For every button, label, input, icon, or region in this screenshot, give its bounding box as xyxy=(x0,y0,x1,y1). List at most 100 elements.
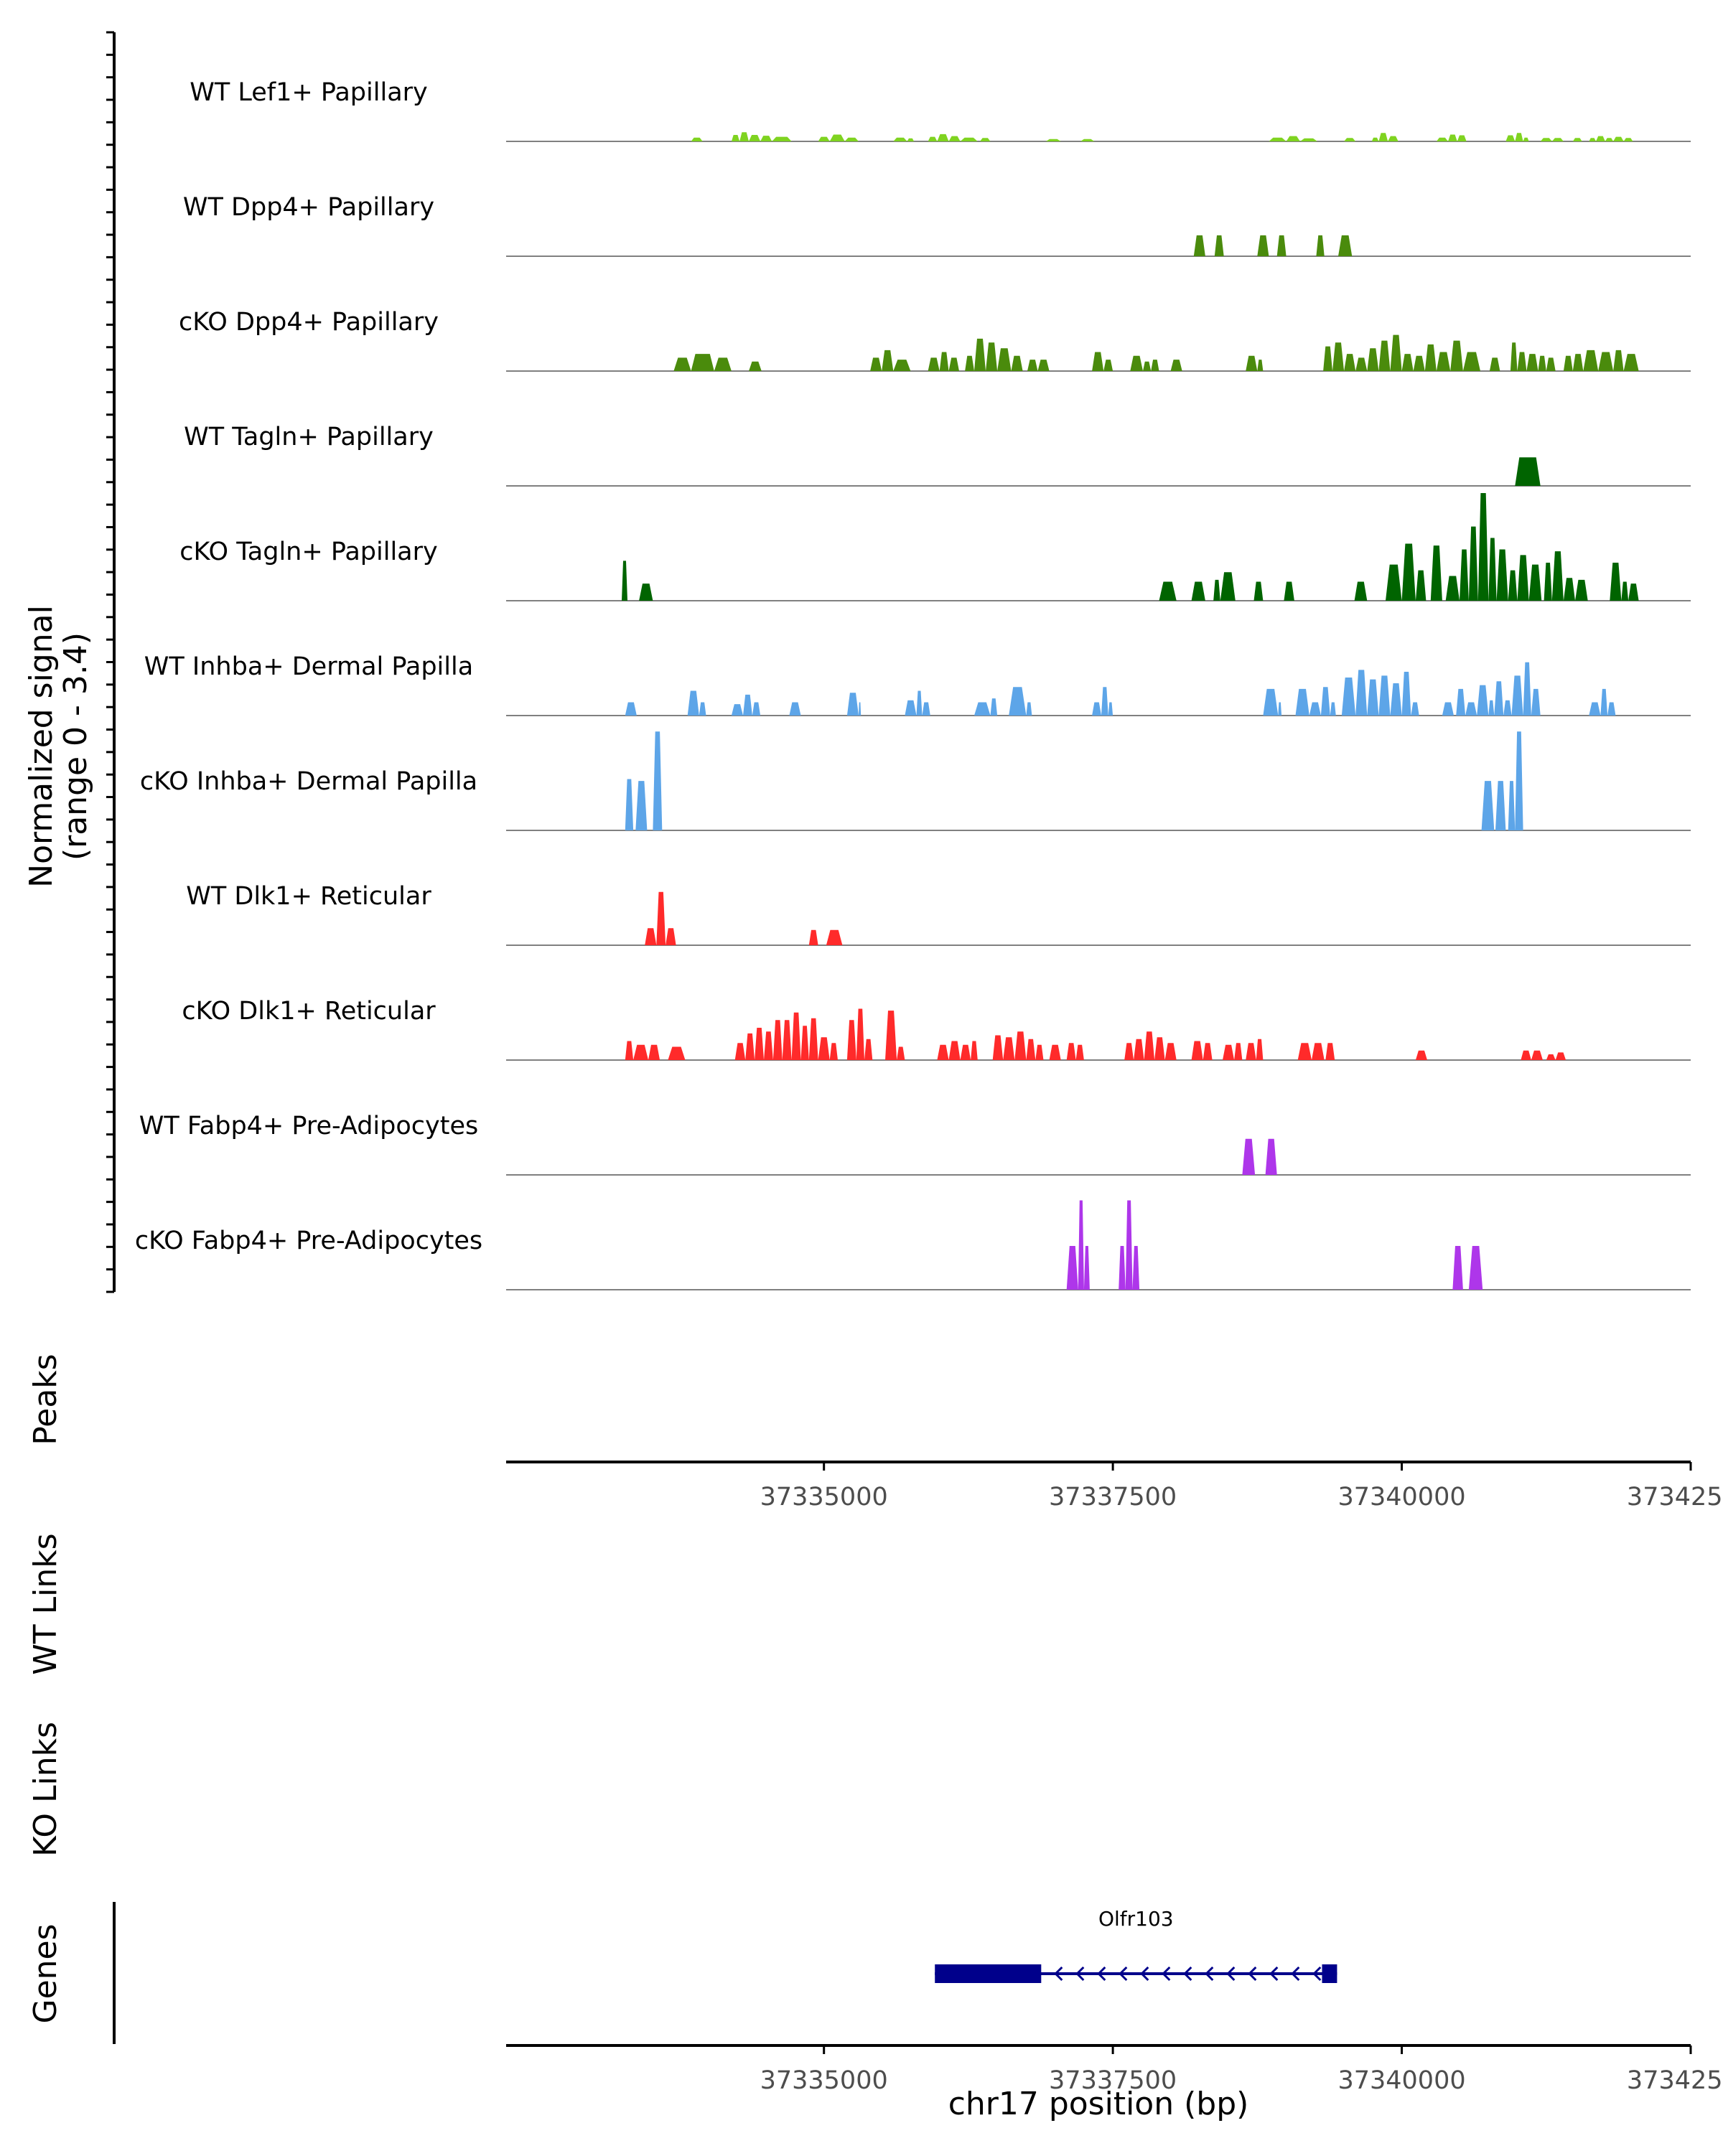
track-label: WT Fabp4+ Pre-Adipocytes xyxy=(139,1112,478,1140)
signal-peak xyxy=(948,357,959,371)
signal-peak xyxy=(1563,578,1575,601)
signal-peak xyxy=(818,136,830,141)
signal-peak xyxy=(1103,360,1113,371)
strand-arrow xyxy=(1054,1966,1063,1982)
signal-peak xyxy=(648,1044,660,1060)
signal-peak xyxy=(1415,570,1427,601)
signal-peak xyxy=(939,352,949,371)
x-axis-tick-label: 37335000 xyxy=(760,1483,888,1511)
signal-peak xyxy=(1390,334,1402,371)
y-axis-label-line2: (range 0 - 3.4) xyxy=(57,632,94,861)
signal-peak xyxy=(745,1033,755,1060)
signal-peak xyxy=(1546,357,1556,371)
strand-arrow xyxy=(1291,1966,1300,1982)
signal-peak xyxy=(1445,576,1460,601)
signal-peak xyxy=(1551,551,1564,601)
signal-peak xyxy=(1011,355,1023,371)
track-4: cKO Tagln+ Papillary xyxy=(179,493,1691,601)
signal-peak xyxy=(1037,360,1050,371)
signal-peak xyxy=(1623,354,1639,371)
signal-peak xyxy=(1413,355,1425,371)
signal-peak xyxy=(731,704,743,716)
signal-peak xyxy=(1621,581,1629,601)
x-axis-ticks-bottom: 37335000 37337500 37340000 37342500 xyxy=(760,2045,1723,2095)
x-axis-tick-label: 37342500 xyxy=(1627,1483,1723,1511)
signal-peak xyxy=(1119,1246,1126,1290)
signal-peak xyxy=(997,348,1012,371)
signal-peak xyxy=(1450,340,1463,371)
signal-peak xyxy=(893,360,911,371)
signal-peak xyxy=(1613,350,1624,371)
signal-peak xyxy=(1045,139,1061,141)
signal-peak xyxy=(1246,1043,1256,1060)
signal-peak xyxy=(1462,352,1480,371)
signal-peak xyxy=(1049,1044,1061,1060)
strand-arrow xyxy=(1140,1966,1149,1982)
signal-peak xyxy=(1330,702,1336,716)
track-9: WT Fabp4+ Pre-Adipocytes xyxy=(139,1112,1691,1176)
signal-peak xyxy=(656,891,666,945)
signal-peak xyxy=(1130,355,1143,371)
signal-peak xyxy=(691,354,714,371)
signal-peak xyxy=(1253,581,1264,601)
signal-peak xyxy=(1401,672,1411,716)
signal-peak xyxy=(1027,360,1038,371)
signal-peak xyxy=(893,137,907,141)
signal-peak xyxy=(1257,360,1264,371)
signal-peak xyxy=(1401,354,1414,371)
track-2: cKO Dpp4+ Papillary xyxy=(179,308,1691,372)
signal-peak xyxy=(859,702,862,716)
x-axis-tick-label: 37342500 xyxy=(1627,2066,1723,2095)
ko-links-track-label: KO Links xyxy=(27,1722,64,1857)
signal-peak xyxy=(1465,702,1477,716)
signal-peak xyxy=(1092,352,1104,371)
signal-peak xyxy=(1572,138,1582,141)
signal-peak xyxy=(1555,1052,1566,1060)
track-label: WT Tagln+ Papillary xyxy=(184,423,434,451)
signal-peak xyxy=(645,928,657,945)
signal-peak xyxy=(625,779,634,830)
signal-peak xyxy=(1468,526,1478,601)
signal-peak xyxy=(1367,679,1379,716)
signal-peak xyxy=(1144,1031,1155,1060)
signal-peak xyxy=(1341,678,1356,716)
y-axis-label-line1: Normalized signal xyxy=(23,605,60,888)
signal-peak xyxy=(1589,138,1596,141)
signal-peak xyxy=(1488,538,1497,601)
signal-peak xyxy=(1583,350,1599,371)
signal-peak xyxy=(1263,688,1279,716)
signal-peak xyxy=(882,350,894,371)
signal-peak xyxy=(639,583,653,601)
strand-arrow xyxy=(1162,1966,1171,1982)
signal-peak xyxy=(625,1041,634,1060)
signal-peak xyxy=(1386,564,1402,601)
signal-peak xyxy=(1159,581,1177,601)
signal-peak xyxy=(1124,1043,1134,1060)
track-label: cKO Dlk1+ Reticular xyxy=(182,997,436,1026)
signal-peak xyxy=(1332,342,1345,371)
signal-peak xyxy=(1628,583,1639,601)
signal-peak xyxy=(1517,555,1529,601)
signal-peak xyxy=(1246,355,1258,371)
peaks-track-label: Peaks xyxy=(27,1354,64,1445)
signal-peak xyxy=(844,137,859,141)
signal-peak xyxy=(633,1044,648,1060)
signal-peak xyxy=(1325,1043,1335,1060)
signal-peak xyxy=(905,700,917,716)
signal-peak xyxy=(1596,136,1605,141)
track-0: WT Lef1+ Papillary xyxy=(190,78,1691,142)
signal-peak xyxy=(1575,579,1588,601)
strand-arrow xyxy=(1205,1966,1214,1982)
signal-peak xyxy=(1411,702,1419,716)
signal-peak xyxy=(749,135,761,141)
signal-peak xyxy=(937,133,949,141)
signal-peak xyxy=(1540,138,1552,141)
signal-peak xyxy=(974,702,991,716)
signal-peak xyxy=(1452,1246,1463,1290)
track-8: cKO Dlk1+ Reticular xyxy=(182,997,1691,1061)
signal-peak xyxy=(1170,360,1182,371)
gene-name-label: Olfr103 xyxy=(1098,1907,1174,1931)
signal-peak xyxy=(1436,352,1451,371)
signal-peak xyxy=(1457,135,1467,141)
